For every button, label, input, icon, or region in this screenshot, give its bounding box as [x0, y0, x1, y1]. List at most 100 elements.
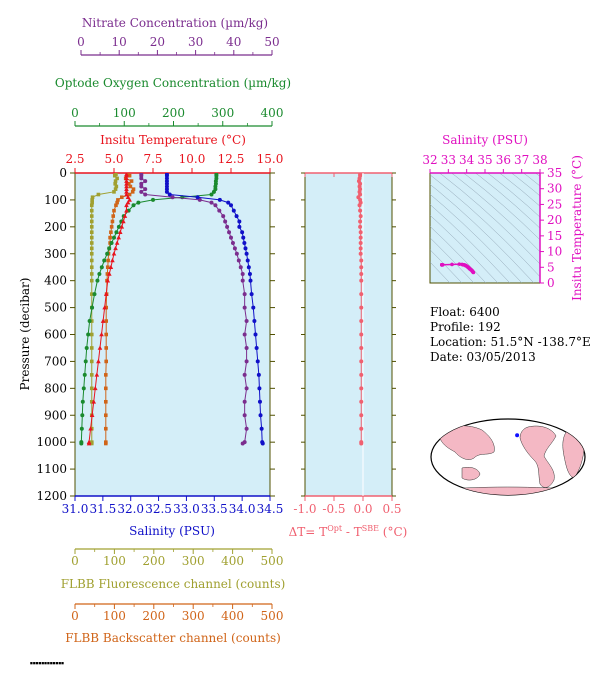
fluorescence-point — [114, 184, 119, 189]
delta-t-point — [359, 265, 364, 270]
profile-number: Profile: 192 — [430, 320, 501, 334]
oxygen-point — [86, 332, 91, 337]
salinity-point — [217, 197, 222, 202]
fluorescence-point — [89, 214, 94, 218]
delta-t-tick-label: -0.5 — [322, 502, 345, 516]
fluorescence-point — [89, 278, 94, 283]
oxygen-tick-label: 100 — [113, 106, 136, 120]
ts-salinity-tick-label: 34 — [459, 153, 475, 167]
fluorescence-tick-label: 500 — [261, 554, 284, 568]
oxygen-point — [97, 271, 102, 276]
backscatter-point — [127, 173, 132, 178]
fluorescence-point — [89, 246, 94, 251]
temperature-point — [124, 189, 129, 194]
nitrate-tick-label: 40 — [226, 35, 241, 49]
salinity-point — [245, 258, 250, 263]
backscatter-tick-label: 200 — [142, 609, 165, 623]
temperature-tick-label: 12.5 — [218, 152, 245, 166]
fluorescence-point — [89, 399, 94, 404]
map-land-australia — [461, 467, 481, 481]
temperature-point — [88, 426, 93, 431]
salinity-point — [251, 305, 256, 310]
temperature-point — [99, 332, 104, 337]
delta-t-point — [358, 251, 363, 256]
fluorescence-point — [89, 258, 94, 263]
temperature-point — [91, 399, 97, 404]
backscatter-point — [104, 346, 108, 350]
backscatter-point — [109, 225, 114, 229]
oxygen-point — [102, 258, 107, 263]
ts-temperature-tick-label: 25 — [547, 197, 562, 211]
salinity-point — [257, 399, 262, 404]
pressure-tick-label: 200 — [44, 220, 67, 234]
backscatter-point — [104, 413, 108, 418]
fluorescence-tick-label: 300 — [182, 554, 205, 568]
nitrate-point — [143, 187, 148, 192]
ts-point — [457, 262, 462, 266]
pressure-tick-label: 800 — [44, 381, 67, 395]
temperature-point — [97, 345, 103, 350]
fluorescence-point — [89, 319, 94, 323]
delta-t-point — [359, 399, 364, 404]
nitrate-point — [197, 197, 202, 202]
temperature-point — [124, 175, 129, 181]
nitrate-point — [242, 332, 247, 337]
delta-t-point — [359, 359, 364, 364]
nitrate-point — [170, 195, 175, 200]
backscatter-point — [104, 319, 108, 323]
salinity-point — [256, 372, 261, 377]
fluorescence-point — [90, 198, 94, 202]
map-land-asia — [437, 425, 495, 460]
oxygen-point — [131, 203, 136, 208]
temperature-point — [102, 305, 107, 310]
oxygen-point — [90, 305, 95, 310]
fluorescence-point — [89, 203, 94, 208]
backscatter-tick-label: 0 — [71, 609, 79, 623]
temperature-point — [103, 291, 109, 296]
salinity-point — [226, 200, 231, 205]
delta-t-point — [359, 332, 364, 337]
delta-t-point — [358, 214, 363, 219]
nitrate-point — [244, 426, 249, 431]
ts-salinity-tick-label: 38 — [532, 153, 547, 167]
backscatter-point — [104, 373, 108, 377]
nitrate-point — [244, 386, 249, 391]
nitrate-tick-label: 30 — [188, 35, 203, 49]
oxygen-point — [114, 230, 119, 235]
temperature-tick-label: 5.0 — [104, 152, 123, 166]
salinity-point — [258, 413, 263, 418]
salinity-point — [195, 195, 200, 200]
oxygen-tick-label: 400 — [261, 106, 284, 120]
fluorescence-point — [115, 176, 119, 181]
delta-t-point — [358, 230, 363, 235]
fluorescence-point — [89, 346, 94, 350]
oxygen-point — [92, 292, 97, 297]
salinity-tick-label: 34.5 — [257, 502, 284, 516]
map-land-antarctica — [439, 486, 577, 495]
temperature-point — [108, 264, 114, 270]
nitrate-tick-label: 20 — [150, 35, 165, 49]
ts-salinity-label: Salinity (PSU) — [442, 133, 528, 147]
delta-t-point — [359, 319, 364, 324]
salinity-point — [253, 332, 258, 337]
fluorescence-tick-label: 400 — [221, 554, 244, 568]
backscatter-tick-label: 500 — [261, 609, 284, 623]
temperature-point — [125, 200, 131, 205]
temperature-tick-label: 7.5 — [143, 152, 162, 166]
delta-t-point — [359, 258, 364, 263]
delta-t-tick-label: 0.5 — [382, 502, 401, 516]
oxygen-point — [151, 197, 155, 202]
oxygen-point — [109, 240, 114, 245]
backscatter-axis: 0 100 200 300 400 500 FLBB Backscatter channe… — [65, 603, 284, 645]
temperature-point — [124, 178, 129, 183]
backscatter-point — [106, 258, 110, 263]
oxygen-tick-label: 200 — [162, 106, 185, 120]
delta-t-point — [359, 426, 364, 431]
temperature-point — [107, 271, 112, 276]
salinity-tick-label: 32.5 — [145, 502, 172, 516]
ts-density-contour — [430, 225, 487, 283]
fluorescence-point — [89, 359, 94, 364]
fluorescence-point — [89, 230, 94, 235]
nitrate-point — [229, 235, 233, 240]
ts-density-contour — [523, 173, 540, 187]
